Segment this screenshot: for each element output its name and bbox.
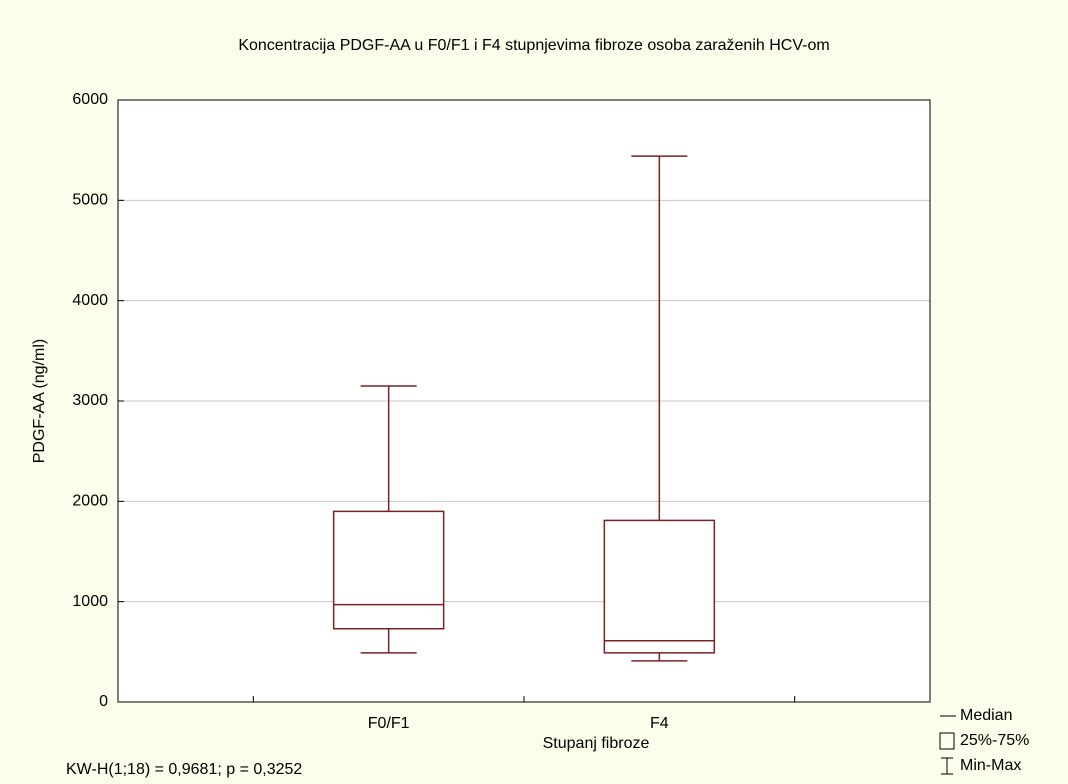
- box: [603, 519, 716, 654]
- y-tick-label: 6000: [72, 91, 108, 108]
- y-tick-label: 2000: [72, 493, 108, 510]
- x-tick-label: F4: [650, 715, 669, 732]
- annotation: KW-H(1;18) = 0,9681; p = 0,3252: [66, 761, 302, 778]
- legend-label: Median: [960, 707, 1012, 724]
- y-tick-label: 5000: [72, 192, 108, 209]
- y-tick-label: 3000: [72, 392, 108, 409]
- x-tick-label: F0/F1: [368, 715, 410, 732]
- x-axis-label: Stupanj fibroze: [543, 735, 650, 752]
- y-tick-label: 1000: [72, 593, 108, 610]
- box: [332, 510, 445, 630]
- legend-box-symbol: [939, 732, 955, 750]
- legend-label: Min-Max: [960, 757, 1021, 774]
- legend-label: 25%-75%: [960, 732, 1029, 749]
- y-tick-label: 4000: [72, 292, 108, 309]
- chart-title: Koncentracija PDGF-AA u F0/F1 i F4 stupn…: [238, 37, 829, 54]
- y-tick-label: 0: [99, 693, 108, 710]
- y-axis-label: PDGF-AA (ng/ml): [31, 339, 48, 463]
